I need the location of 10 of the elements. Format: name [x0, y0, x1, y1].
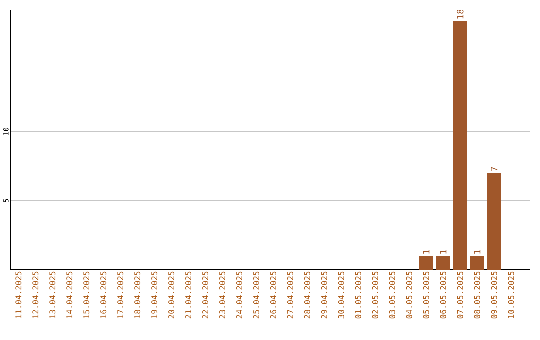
- data-label: 7: [491, 167, 498, 172]
- bar: [419, 256, 434, 270]
- data-label: 1: [423, 250, 430, 254]
- data-label: 18: [456, 10, 464, 19]
- bar: [470, 256, 484, 270]
- data-label: 1: [440, 250, 447, 254]
- bar: [487, 173, 502, 270]
- bar: [436, 256, 450, 270]
- bar: [453, 21, 468, 270]
- data-label: 1: [474, 250, 481, 254]
